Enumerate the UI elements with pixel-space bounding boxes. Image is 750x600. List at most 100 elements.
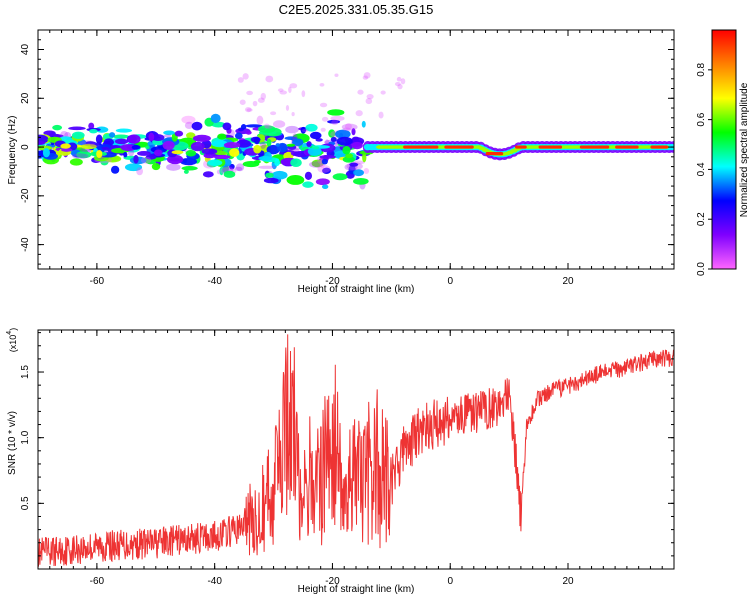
spectrogram-speckle (285, 105, 290, 111)
spectrogram-speckle (342, 127, 351, 132)
spectrogram-speckle (396, 76, 402, 82)
spectrogram-blob (322, 167, 331, 174)
spectrogram-blob (362, 152, 367, 163)
spectrogram-blob (240, 124, 247, 130)
spectrogram-blob (223, 170, 236, 178)
spectrogram-blob (114, 138, 129, 145)
spectrogram-speckle (277, 88, 284, 92)
spectrogram-speckle (252, 100, 258, 107)
spectrogram-blob (201, 148, 218, 155)
spectrogram-blob (341, 123, 358, 131)
spectrogram-blob (242, 161, 260, 168)
spectrogram-blob (272, 120, 286, 128)
spectrogram-speckle (400, 78, 406, 85)
spectrogram-blob (137, 151, 151, 156)
spectrogram-blob (345, 123, 352, 130)
spectrogram-y-axis-label: Frequency (Hz) (7, 116, 18, 185)
spectrogram-blob (166, 163, 181, 171)
spectrogram-blob (124, 163, 143, 172)
spectrogram-speckle (289, 83, 298, 89)
spectrogram-blob (72, 153, 89, 159)
y-tick-label: -40 (20, 237, 31, 252)
spectrogram-blob (112, 134, 130, 139)
spectrogram-blob (95, 134, 103, 145)
spectrogram-blob (79, 140, 96, 146)
x-tick-label: -20 (325, 576, 340, 587)
spectrogram-blob (80, 143, 97, 150)
spectrogram-blob (245, 124, 263, 128)
spectrogram-blob (332, 173, 348, 181)
spectrogram-blob (284, 136, 298, 141)
y-tick-label: 40 (20, 44, 31, 56)
spectrogram-speckle (246, 90, 254, 96)
spectrogram-speckle (334, 73, 339, 77)
spectrogram-blob (192, 134, 211, 142)
spectrogram-speckle (288, 86, 292, 93)
y-tick-label: 0.5 (20, 496, 31, 510)
spectrogram-speckle (397, 84, 403, 90)
spectrogram-blob (317, 164, 331, 173)
spectrogram-blob (235, 163, 245, 172)
colorbar-frame (711, 29, 737, 270)
spectrogram-blob (181, 166, 198, 171)
spectrogram-blob (148, 132, 155, 142)
spectrogram-blob (145, 145, 150, 150)
spectrogram-blob (217, 133, 227, 140)
spectrogram-blob (292, 138, 304, 147)
x-tick-label: -20 (325, 276, 340, 287)
spectrogram-blob (234, 166, 243, 171)
spectrogram-speckle (260, 92, 266, 100)
spectrogram-blob (76, 151, 92, 159)
spectrogram-blob (131, 145, 141, 150)
carrier-peak (515, 145, 527, 149)
spectrogram-blob (334, 129, 351, 139)
spectrogram-blob (265, 172, 274, 178)
colorbar-tick-label: 0.2 (696, 212, 707, 226)
spectrogram-blob (103, 138, 115, 146)
spectrogram-blob (60, 143, 71, 149)
snr-multiplier: (x104) (6, 328, 18, 352)
colorbar-tick-label: 0.0 (696, 262, 707, 276)
x-tick-label: 0 (447, 276, 453, 287)
spectrogram-blob (115, 128, 133, 133)
spectrogram-blob (351, 141, 363, 150)
spectrogram-blob (317, 156, 323, 164)
spectrogram-blob (186, 132, 196, 139)
spectrogram-speckle (291, 111, 295, 117)
spectrogram-blob (275, 143, 280, 147)
spectrogram-marks (38, 72, 674, 190)
x-tick-label: 0 (447, 576, 453, 587)
spectrogram-blob (300, 126, 306, 134)
spectrogram-blob (162, 140, 175, 150)
spectrogram-blob (308, 161, 324, 168)
spectrogram-blob (285, 125, 299, 134)
spectrogram-blob (183, 169, 189, 174)
spectrogram-blob (222, 122, 232, 131)
spectrogram-blob (89, 128, 98, 134)
colorbar-label: Normalized spectral amplitude (739, 82, 750, 217)
spectrogram-y-ticks: -40 -20 0 20 40 (20, 29, 674, 265)
spectrogram-blob (353, 177, 369, 185)
spectrogram-blob (191, 121, 203, 131)
spectrogram-speckle (331, 119, 339, 126)
spectrogram-speckle (237, 77, 244, 83)
spectrogram-blob (95, 126, 109, 133)
colorbar-tick-label: 0.6 (696, 112, 707, 126)
spectrogram-blob (302, 181, 314, 188)
spectrogram-blob (211, 140, 228, 148)
spectrogram-blob (259, 141, 266, 149)
spectrogram-blob (181, 115, 196, 124)
spectrogram-blob (127, 134, 141, 144)
spectrogram-blob (315, 178, 330, 186)
spectrogram-blob (153, 149, 163, 157)
spectrogram-blob (123, 151, 128, 158)
colorbar-ticks: 0.0 0.2 0.4 0.6 0.8 (696, 29, 737, 276)
spectrogram-blob (133, 154, 139, 164)
spectrogram-speckle (362, 75, 369, 80)
spectrogram-speckle (321, 116, 329, 122)
spectrogram-speckle (357, 89, 364, 95)
spectrogram-blob (136, 167, 143, 176)
spectrogram-speckle (394, 82, 401, 87)
spectrogram-blob (145, 154, 157, 160)
spectrogram-blob (210, 113, 221, 124)
